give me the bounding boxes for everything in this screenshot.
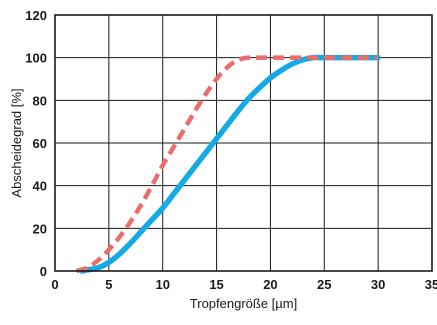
x-axis-ticks: 0 5 10 15 20 25 30 35 xyxy=(51,277,437,292)
y-tick-label: 60 xyxy=(33,136,47,151)
plot-frame xyxy=(54,14,433,272)
x-tick-label: 30 xyxy=(371,277,385,292)
y-tick-label: 0 xyxy=(40,264,47,279)
y-tick-label: 40 xyxy=(33,179,47,194)
x-tick-label: 0 xyxy=(51,277,58,292)
series-layer xyxy=(75,54,381,274)
x-tick-label: 20 xyxy=(263,277,277,292)
x-tick-label: 5 xyxy=(105,277,112,292)
y-tick-label: 20 xyxy=(33,221,47,236)
y-axis-title: Abscheidegrad [%] xyxy=(9,88,24,197)
y-tick-label: 100 xyxy=(25,51,47,66)
x-tick-label: 15 xyxy=(209,277,223,292)
x-tick-label: 35 xyxy=(425,277,437,292)
y-tick-label: 80 xyxy=(33,93,47,108)
x-tick-label: 25 xyxy=(317,277,331,292)
y-axis-ticks: 0 20 40 60 80 100 120 xyxy=(25,8,47,279)
y-tick-label: 120 xyxy=(25,8,47,23)
grid xyxy=(55,15,432,271)
series-line-dashed xyxy=(75,55,379,274)
x-tick-label: 10 xyxy=(155,277,169,292)
x-axis-title: Tropfengröße [µm] xyxy=(190,296,297,311)
series-line-solid xyxy=(79,54,381,274)
